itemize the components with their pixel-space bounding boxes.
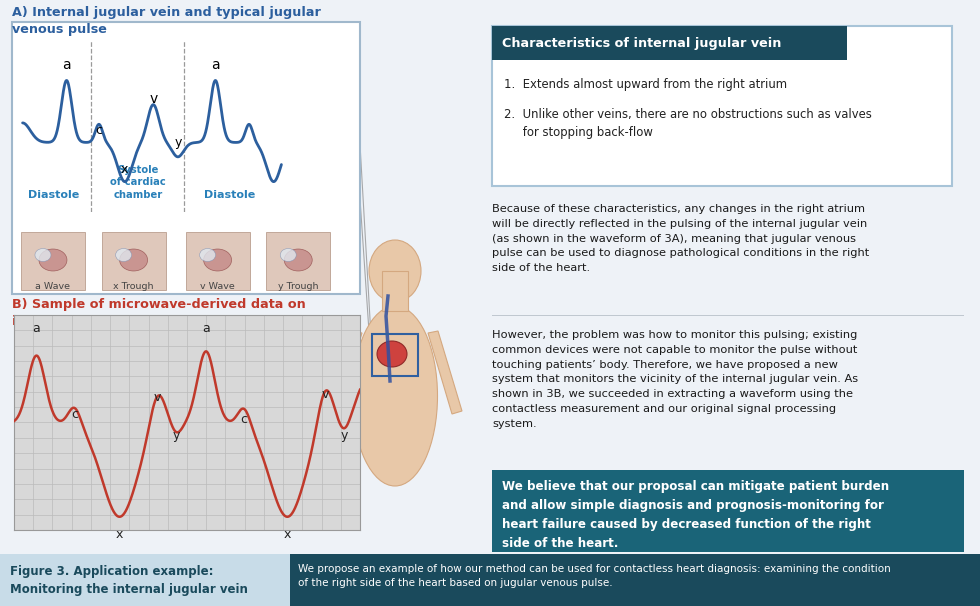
Text: a Wave: a Wave xyxy=(35,282,71,291)
Text: Systole
of cardiac
chamber: Systole of cardiac chamber xyxy=(110,165,166,200)
Text: We believe that our proposal can mitigate patient burden
and allow simple diagno: We believe that our proposal can mitigat… xyxy=(502,480,889,550)
Text: We propose an example of how our method can be used for contactless heart diagno: We propose an example of how our method … xyxy=(298,564,891,588)
Ellipse shape xyxy=(369,240,421,302)
Ellipse shape xyxy=(353,306,437,486)
Text: x Trough: x Trough xyxy=(114,282,154,291)
Bar xyxy=(267,232,330,290)
Bar xyxy=(290,554,980,606)
Text: y: y xyxy=(172,429,180,442)
Text: B) Sample of microwave-derived data on
internal jugular vein: B) Sample of microwave-derived data on i… xyxy=(12,298,306,328)
Ellipse shape xyxy=(377,341,407,367)
Bar xyxy=(372,334,418,376)
Text: x: x xyxy=(122,162,128,176)
Ellipse shape xyxy=(35,248,51,262)
Polygon shape xyxy=(428,331,462,414)
Text: y: y xyxy=(341,429,348,442)
Ellipse shape xyxy=(39,249,67,271)
Bar xyxy=(0,554,290,606)
Bar xyxy=(12,22,360,294)
Bar xyxy=(382,271,408,311)
Text: a: a xyxy=(202,322,210,335)
Text: y Trough: y Trough xyxy=(278,282,318,291)
Bar xyxy=(492,315,964,316)
Text: a: a xyxy=(211,58,220,72)
Ellipse shape xyxy=(120,249,148,271)
Bar xyxy=(21,232,85,290)
Text: c: c xyxy=(241,413,248,426)
Text: c: c xyxy=(72,408,78,421)
Text: Diastole: Diastole xyxy=(28,190,79,200)
Text: x: x xyxy=(283,527,291,541)
Bar xyxy=(492,470,964,552)
Ellipse shape xyxy=(284,249,313,271)
Bar xyxy=(492,26,952,186)
Text: c: c xyxy=(95,124,103,137)
Text: Diastole: Diastole xyxy=(204,190,255,200)
Text: x: x xyxy=(116,527,123,541)
Text: However, the problem was how to monitor this pulsing; existing
common devices we: However, the problem was how to monitor … xyxy=(492,330,858,429)
Text: A) Internal jugular vein and typical jugular
venous pulse: A) Internal jugular vein and typical jug… xyxy=(12,6,320,36)
Ellipse shape xyxy=(204,249,231,271)
Bar xyxy=(102,232,166,290)
Text: 2.  Unlike other veins, there are no obstructions such as valves
     for stoppi: 2. Unlike other veins, there are no obst… xyxy=(504,108,872,139)
Text: Because of these characteristics, any changes in the right atrium
will be direct: Because of these characteristics, any ch… xyxy=(492,204,869,273)
Text: y: y xyxy=(174,136,181,149)
Bar xyxy=(185,232,250,290)
Text: Figure 3. Application example:
Monitoring the internal jugular vein: Figure 3. Application example: Monitorin… xyxy=(10,565,248,596)
Text: v: v xyxy=(321,388,329,401)
Text: 1.  Extends almost upward from the right atrium: 1. Extends almost upward from the right … xyxy=(504,78,787,91)
Text: v: v xyxy=(149,92,158,106)
Text: a: a xyxy=(63,58,71,72)
Text: a: a xyxy=(32,322,40,335)
Bar xyxy=(492,26,847,60)
Ellipse shape xyxy=(116,248,131,262)
Polygon shape xyxy=(328,331,362,414)
Text: Characteristics of internal jugular vein: Characteristics of internal jugular vein xyxy=(502,36,781,50)
Text: v: v xyxy=(154,391,162,404)
Ellipse shape xyxy=(280,248,296,262)
Text: v Wave: v Wave xyxy=(200,282,235,291)
Ellipse shape xyxy=(200,248,216,262)
